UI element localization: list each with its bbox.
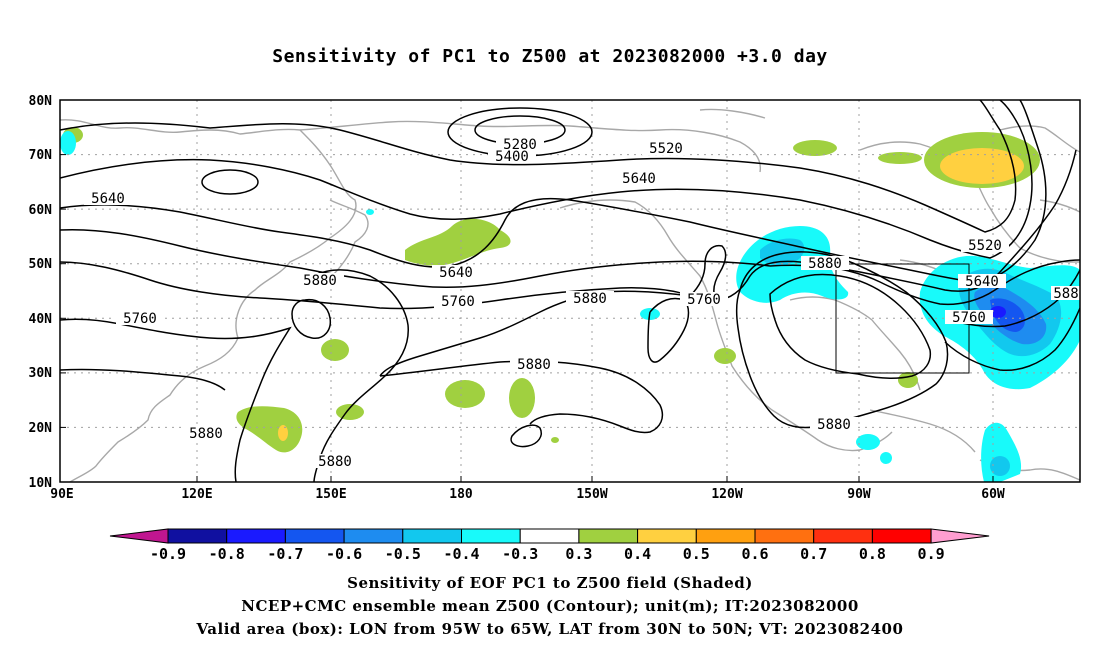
svg-text:5640: 5640	[965, 274, 999, 290]
contour-label: 5760	[116, 311, 164, 327]
contour-label: 588	[1051, 286, 1080, 302]
caption-valid-area: Valid area (box): LON from 95W to 65W, L…	[196, 620, 904, 638]
svg-text:5520: 5520	[649, 141, 683, 157]
lat-label: 20N	[29, 421, 53, 436]
contour-label: 5880	[810, 417, 858, 433]
colorbar-label: 0.6	[741, 545, 768, 563]
svg-text:5520: 5520	[968, 238, 1002, 254]
contour-label: 5880	[182, 426, 230, 442]
colorbar-swatch	[167, 528, 228, 544]
colorbar-swatch	[578, 528, 639, 544]
colorbar-swatch	[519, 528, 580, 544]
lon-label: 120W	[711, 487, 742, 502]
positive-sensitivity-shading	[63, 127, 1040, 453]
colorbar-swatch	[813, 528, 873, 544]
colorbar-label: -0.9	[150, 545, 186, 563]
lat-label: 50N	[29, 257, 53, 272]
contour-label: 5640	[958, 274, 1006, 290]
svg-text:5880: 5880	[808, 256, 842, 272]
contour-label: 5640	[84, 191, 132, 207]
svg-text:5400: 5400	[495, 149, 529, 165]
colorbar-swatch	[871, 528, 932, 544]
colorbar-label: -0.4	[443, 545, 479, 563]
lon-label: 150E	[315, 487, 346, 502]
contour-label: 5760	[945, 310, 993, 326]
contour-label: 588	[0, 0, 13, 4]
contour-label: 5400	[488, 149, 536, 165]
lon-label: 120E	[181, 487, 212, 502]
lat-label: 40N	[29, 312, 53, 327]
svg-text:5880: 5880	[318, 454, 352, 470]
contour-label: 5880	[801, 256, 849, 272]
colorbar-swatch	[695, 528, 756, 544]
plot-frame	[59, 99, 1081, 483]
colorbar-swatch	[461, 528, 521, 544]
lat-label: 10N	[29, 476, 53, 491]
colorbar-label: -0.3	[502, 545, 538, 563]
lon-label: 60W	[981, 487, 1005, 502]
colorbar-arrow-high	[930, 528, 990, 544]
contour-label: 5880	[0, 0, 17, 4]
contour-label: 5640	[432, 265, 480, 281]
colorbar-swatch	[754, 528, 815, 544]
svg-text:5760: 5760	[952, 310, 986, 326]
colorbar-swatch	[226, 528, 286, 544]
colorbar-label: -0.5	[385, 545, 421, 563]
latitude-axis: 80N 70N 60N 50N 40N 30N 20N 10N	[29, 94, 66, 491]
colorbar-label: 0.4	[624, 545, 651, 563]
svg-text:5880: 5880	[189, 426, 223, 442]
figure-title: Sensitivity of PC1 to Z500 at 2023082000…	[272, 46, 828, 67]
lon-label: 180	[449, 487, 473, 502]
colorbar-label: -0.8	[209, 545, 245, 563]
colorbar-label: -0.6	[326, 545, 362, 563]
lat-label: 80N	[29, 94, 53, 109]
caption-contour: NCEP+CMC ensemble mean Z500 (Contour); u…	[241, 597, 859, 615]
colorbar-arrow-low	[109, 528, 169, 544]
contour-label: 5880	[510, 357, 558, 373]
svg-text:5880: 5880	[817, 417, 851, 433]
contour-label: 5760	[680, 292, 728, 308]
lat-label: 30N	[29, 366, 53, 381]
lat-label: 60N	[29, 203, 53, 218]
svg-text:588: 588	[1053, 286, 1078, 302]
contour-label: 5520	[961, 238, 1009, 254]
colorbar-label: 0.9	[918, 545, 945, 563]
svg-text:5880: 5880	[517, 357, 551, 373]
colorbar-swatch	[284, 528, 345, 544]
svg-text:5640: 5640	[439, 265, 473, 281]
caption-shading: Sensitivity of EOF PC1 to Z500 field (Sh…	[347, 574, 753, 592]
contour-label: 5520	[642, 141, 690, 157]
colorbar-swatch	[637, 528, 697, 544]
lon-label: 150W	[576, 487, 607, 502]
contour-label: 5880	[566, 291, 614, 307]
colorbar-label: 0.5	[683, 545, 710, 563]
colorbar-swatch	[343, 528, 404, 544]
colorbar-swatch	[402, 528, 462, 544]
colorbar: -0.9 -0.8 -0.7 -0.6 -0.5 -0.4 -0.3 0.3 0.4 0.5 0.6…	[109, 528, 990, 563]
negative-sensitivity-shading	[60, 131, 1080, 482]
colorbar-label: 0.3	[565, 545, 592, 563]
colorbar-label: 0.7	[800, 545, 827, 563]
lat-label: 70N	[29, 148, 53, 163]
contour-label: 5640	[615, 171, 663, 187]
svg-text:5760: 5760	[123, 311, 157, 327]
lon-label: 90W	[847, 487, 871, 502]
contour-label: 5760	[434, 294, 482, 310]
longitude-axis: 90E 120E 150E 180 150W 120W 90W 60W	[50, 476, 1005, 502]
svg-text:5640: 5640	[622, 171, 656, 187]
svg-text:5880: 5880	[573, 291, 607, 307]
contour-label-group: 5280 5400 5520 5640 5640 5640 5520 5640 …	[0, 0, 1080, 470]
svg-text:5760: 5760	[441, 294, 475, 310]
svg-text:5640: 5640	[91, 191, 125, 207]
colorbar-label: 0.8	[859, 545, 886, 563]
colorbar-label: -0.7	[267, 545, 303, 563]
svg-text:5760: 5760	[687, 292, 721, 308]
lon-label: 90E	[50, 487, 73, 502]
svg-text:5880: 5880	[303, 273, 337, 289]
contour-label: 5880	[296, 273, 344, 289]
contour-label: 5880	[311, 454, 359, 470]
